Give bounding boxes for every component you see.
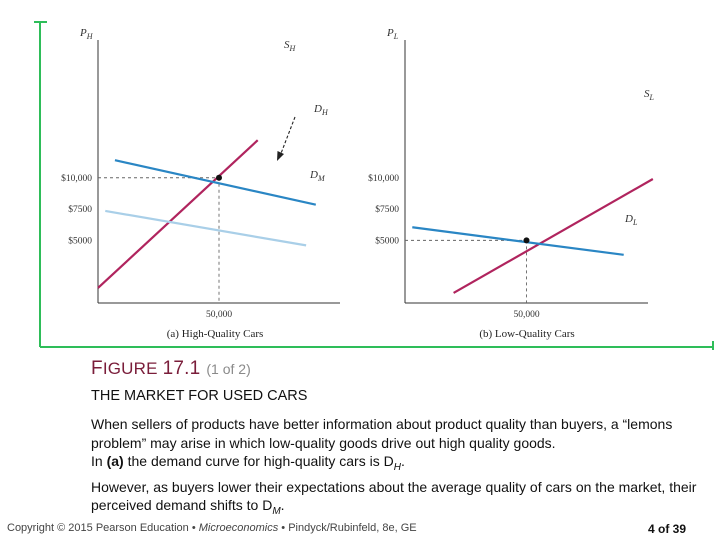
y-tick-label: $7500 — [375, 204, 399, 215]
y-tick-label: $7500 — [68, 204, 92, 215]
y-tick-label: $5000 — [68, 235, 92, 246]
series-label-supply-high: SH — [284, 39, 297, 53]
panel-high-quality: $10,000 $7500 $5000 50,000 PH SH DH DM (a)… — [61, 27, 340, 340]
shift-arrow — [279, 116, 296, 157]
description-paragraph-2: In (a) the demand curve for high-quality… — [91, 453, 405, 473]
figure-part: (1 of 2) — [206, 361, 251, 377]
description-paragraph-3: However, as buyers lower their expectati… — [91, 478, 697, 517]
panel-caption: (a) High-Quality Cars — [167, 328, 264, 340]
x-tick-label: 50,000 — [513, 310, 539, 320]
panel-low-quality: $10,000 $7500 $5000 50,000 PL SL DL (b) Lo… — [368, 27, 654, 340]
book-title: Microeconomics — [198, 522, 279, 534]
demand-curve-medium — [105, 209, 307, 247]
y-axis-title: PH — [79, 27, 94, 41]
figure-label-prefix: F — [91, 358, 103, 379]
y-tick-label: $10,000 — [61, 173, 92, 184]
demand-curve-high — [114, 159, 317, 206]
y-tick-label: $5000 — [375, 235, 399, 246]
x-tick-label: 50,000 — [206, 310, 232, 320]
description-paragraph-1: When sellers of products have better inf… — [91, 416, 673, 451]
panel-caption: (b) Low-Quality Cars — [479, 328, 574, 340]
series-label-supply-low: SL — [644, 88, 655, 102]
supply-curve-high — [97, 139, 259, 289]
figure-number: 17.1 — [162, 358, 201, 379]
equilibrium-point — [216, 174, 222, 181]
footer-copyright: Copyright © 2015 Pearson Education • Mic… — [7, 522, 417, 534]
series-label-demand-low: DL — [624, 213, 638, 227]
figure-label-word: IGURE — [102, 359, 158, 378]
series-label-demand-high: DH — [313, 103, 329, 117]
y-tick-label: $10,000 — [368, 173, 399, 184]
supply-curve-low — [453, 178, 654, 294]
figure-label: FIGURE 17.1 (1 of 2) — [91, 358, 711, 380]
equilibrium-point — [523, 237, 530, 244]
demand-curve-low — [412, 226, 624, 256]
figure-frame: $10,000 $7500 $5000 50,000 PH SH DH DM (a)… — [34, 21, 714, 350]
y-axis-title: PL — [386, 27, 399, 41]
figure-description: When sellers of products have better inf… — [91, 415, 706, 522]
page-number: 4 of 39 — [648, 522, 687, 536]
shift-arrow-head — [277, 151, 284, 161]
series-label-demand-medium: DM — [309, 169, 326, 183]
figure-title: THE MARKET FOR USED CARS — [91, 388, 308, 404]
